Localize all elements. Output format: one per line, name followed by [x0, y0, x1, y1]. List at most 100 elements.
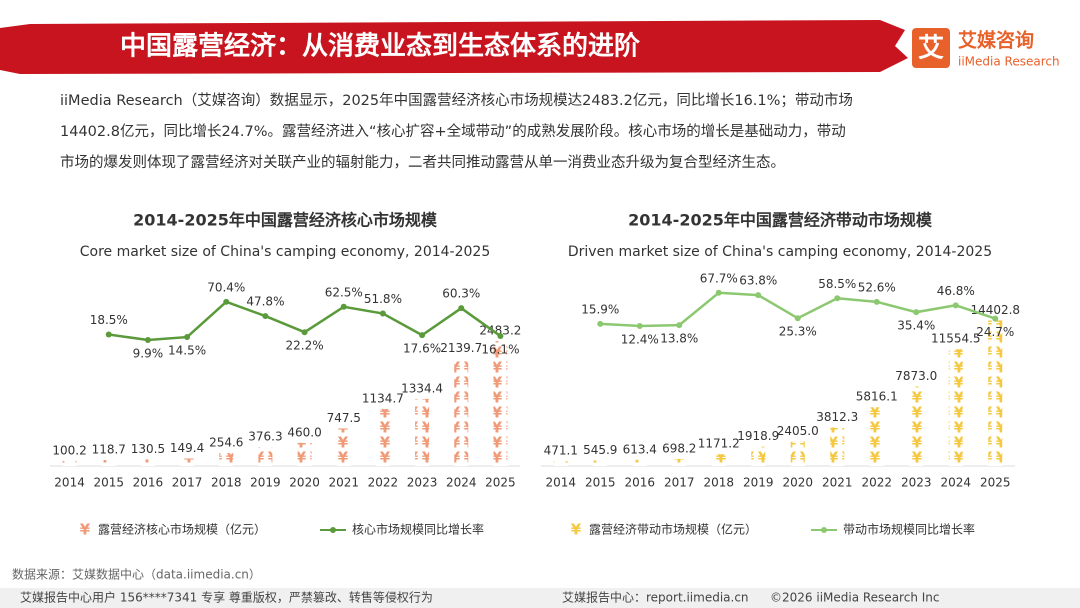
- bar: [830, 427, 845, 466]
- bar: [415, 398, 430, 466]
- bar: [258, 447, 273, 466]
- legend-label: 露营经济带动市场规模（亿元）: [589, 522, 757, 537]
- line-point: [458, 305, 465, 312]
- bar: [593, 460, 608, 466]
- x-tick-label: 2021: [822, 476, 853, 490]
- line-point: [952, 302, 959, 309]
- line-point: [144, 336, 151, 343]
- line-value-label: 25.3%: [779, 325, 817, 339]
- line-value-label: 17.6%: [403, 342, 441, 356]
- x-tick-label: 2015: [585, 476, 616, 490]
- source: 数据来源：艾媒数据中心（data.iimedia.cn）: [12, 567, 261, 582]
- line-point: [834, 295, 841, 302]
- line-value-label: 22.2%: [286, 339, 324, 353]
- legend-dot: [330, 527, 336, 533]
- line-point: [379, 310, 386, 317]
- x-tick-label: 2021: [328, 476, 359, 490]
- line-value-label: 70.4%: [207, 280, 245, 294]
- bar-value-label: 1918.9: [737, 429, 779, 443]
- bar-value-label: 698.2: [662, 441, 696, 455]
- bar: [751, 446, 766, 466]
- line-value-label: 14.5%: [168, 344, 206, 358]
- x-tick-label: 2018: [211, 476, 242, 490]
- bar-value-label: 7873.0: [895, 369, 937, 383]
- legend-label: 露营经济核心市场规模（亿元）: [98, 522, 266, 537]
- bar: [101, 460, 116, 466]
- bar: [454, 358, 469, 466]
- line-value-label: 63.8%: [739, 274, 777, 288]
- bar: [790, 441, 805, 466]
- line-value-label: 60.3%: [442, 287, 480, 301]
- bar: [297, 442, 312, 466]
- bar: [909, 386, 924, 466]
- line-point: [105, 331, 112, 338]
- bar-value-label: 613.4: [623, 442, 657, 456]
- line-value-label: 58.5%: [818, 277, 856, 291]
- line-point: [676, 322, 683, 329]
- x-tick-label: 2020: [289, 476, 320, 490]
- bar: [140, 459, 155, 466]
- bar-value-label: 1334.4: [401, 381, 443, 395]
- line-value-label: 51.8%: [364, 292, 402, 306]
- line-value-label: 24.7%: [976, 325, 1014, 339]
- paragraph-line: 市场的爆发则体现了露营经济对关联产业的辐射能力，二者共同推动露营从单一消费业态升…: [60, 153, 785, 171]
- chart-title: 2014-2025年中国露营经济带动市场规模: [628, 211, 933, 230]
- line-point: [597, 320, 604, 327]
- bar-value-label: 460.0: [287, 425, 321, 439]
- x-tick-label: 2025: [485, 476, 516, 490]
- bar: [869, 407, 884, 466]
- footer-bar: [0, 588, 1080, 608]
- x-tick-label: 2023: [901, 476, 932, 490]
- legend-icon: ¥: [571, 521, 582, 539]
- bar-value-label: 471.1: [544, 444, 578, 458]
- bar: [62, 460, 77, 466]
- bar-value-label: 254.6: [209, 436, 243, 450]
- x-tick-label: 2024: [446, 476, 477, 490]
- bar-value-label: 11554.5: [931, 332, 981, 346]
- bar: [493, 341, 508, 466]
- x-tick-label: 2016: [624, 476, 655, 490]
- bar-value-label: 376.3: [248, 430, 282, 444]
- footer-center: 艾媒报告中心：report.iimedia.cn: [562, 590, 749, 605]
- x-tick-label: 2015: [93, 476, 124, 490]
- footer-right: ©2026 iiMedia Research Inc: [770, 591, 939, 605]
- bar-value-label: 545.9: [583, 443, 617, 457]
- legend-dot: [821, 527, 827, 533]
- line-point: [636, 322, 643, 329]
- title-banner: [0, 20, 908, 74]
- x-tick-label: 2019: [250, 476, 281, 490]
- bar-value-label: 3812.3: [816, 410, 858, 424]
- bar: [336, 428, 351, 466]
- bar: [632, 459, 647, 466]
- footer-left: 艾媒报告中心用户 156****7341 专享 尊重版权，严禁篡改、转售等侵权行…: [20, 590, 433, 605]
- logo-en: iiMedia Research: [958, 55, 1060, 69]
- bar: [711, 454, 726, 466]
- x-tick-label: 2023: [407, 476, 438, 490]
- line-value-label: 16.1%: [481, 343, 519, 357]
- bar-value-label: 149.4: [170, 441, 204, 455]
- chart-title: 2014-2025年中国露营经济核心市场规模: [133, 211, 438, 230]
- legend-label: 核心市场规模同比增长率: [352, 522, 484, 537]
- legend-icon: ¥: [80, 521, 91, 539]
- page-title: 中国露营经济：从消费业态到生态体系的进阶: [120, 31, 640, 62]
- x-tick-label: 2016: [133, 476, 164, 490]
- logo-box: [912, 28, 950, 68]
- bar: [948, 349, 963, 466]
- bar-value-label: 118.7: [92, 443, 126, 457]
- x-tick-label: 2022: [368, 476, 399, 490]
- bar-value-label: 130.5: [131, 442, 165, 456]
- x-tick-label: 2014: [545, 476, 576, 490]
- x-tick-label: 2018: [703, 476, 734, 490]
- x-tick-label: 2014: [54, 476, 85, 490]
- bar-value-label: 1171.2: [698, 437, 740, 451]
- line-point: [992, 315, 999, 322]
- bar-value-label: 2139.7: [440, 341, 482, 355]
- line-point: [262, 313, 269, 320]
- x-tick-label: 2024: [940, 476, 971, 490]
- line-value-label: 9.9%: [133, 346, 164, 360]
- line-value-label: 62.5%: [325, 285, 363, 299]
- bar: [375, 408, 390, 466]
- line-value-label: 12.4%: [621, 332, 659, 346]
- bar: [988, 320, 1003, 466]
